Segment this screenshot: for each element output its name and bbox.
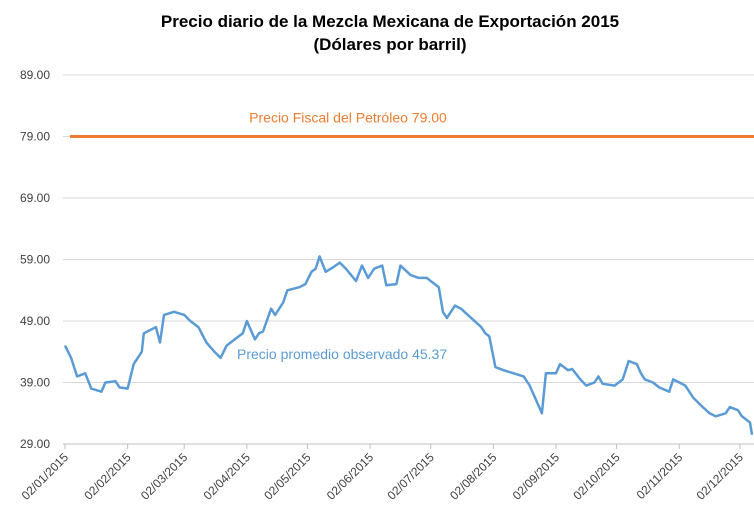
y-tick-label: 69.00 — [20, 191, 50, 205]
x-tick-label: 02/11/2015 — [634, 450, 686, 502]
x-tick-label: 02/10/2015 — [570, 450, 623, 503]
x-tick-label: 02/07/2015 — [384, 450, 437, 503]
y-tick-label: 79.00 — [20, 130, 50, 144]
x-tick-label: 02/08/2015 — [447, 450, 500, 503]
y-tick-label: 89.00 — [20, 68, 50, 82]
y-tick-label: 59.00 — [20, 253, 50, 267]
x-tick-label: 02/09/2015 — [510, 450, 563, 503]
annotation: Precio promedio observado 45.37 — [237, 346, 447, 362]
x-tick-label: 02/06/2015 — [324, 450, 377, 503]
x-tick-label: 02/04/2015 — [201, 450, 254, 503]
x-tick-label: 02/03/2015 — [138, 450, 191, 503]
chart-subtitle: (Dólares por barril) — [313, 35, 466, 54]
x-tick-label: 02/12/2015 — [694, 450, 747, 503]
chart-title: Precio diario de la Mezcla Mexicana de E… — [161, 12, 619, 31]
x-tick-label: 02/05/2015 — [261, 450, 314, 503]
y-tick-label: 39.00 — [20, 376, 50, 390]
x-tick-label: 02/02/2015 — [81, 450, 134, 503]
y-tick-label: 49.00 — [20, 314, 50, 328]
price-line — [63, 255, 754, 436]
y-tick-label: 29.00 — [20, 437, 50, 451]
reference-label: Precio Fiscal del Petróleo 79.00 — [249, 110, 447, 126]
x-tick-label: 02/01/2015 — [19, 450, 72, 503]
